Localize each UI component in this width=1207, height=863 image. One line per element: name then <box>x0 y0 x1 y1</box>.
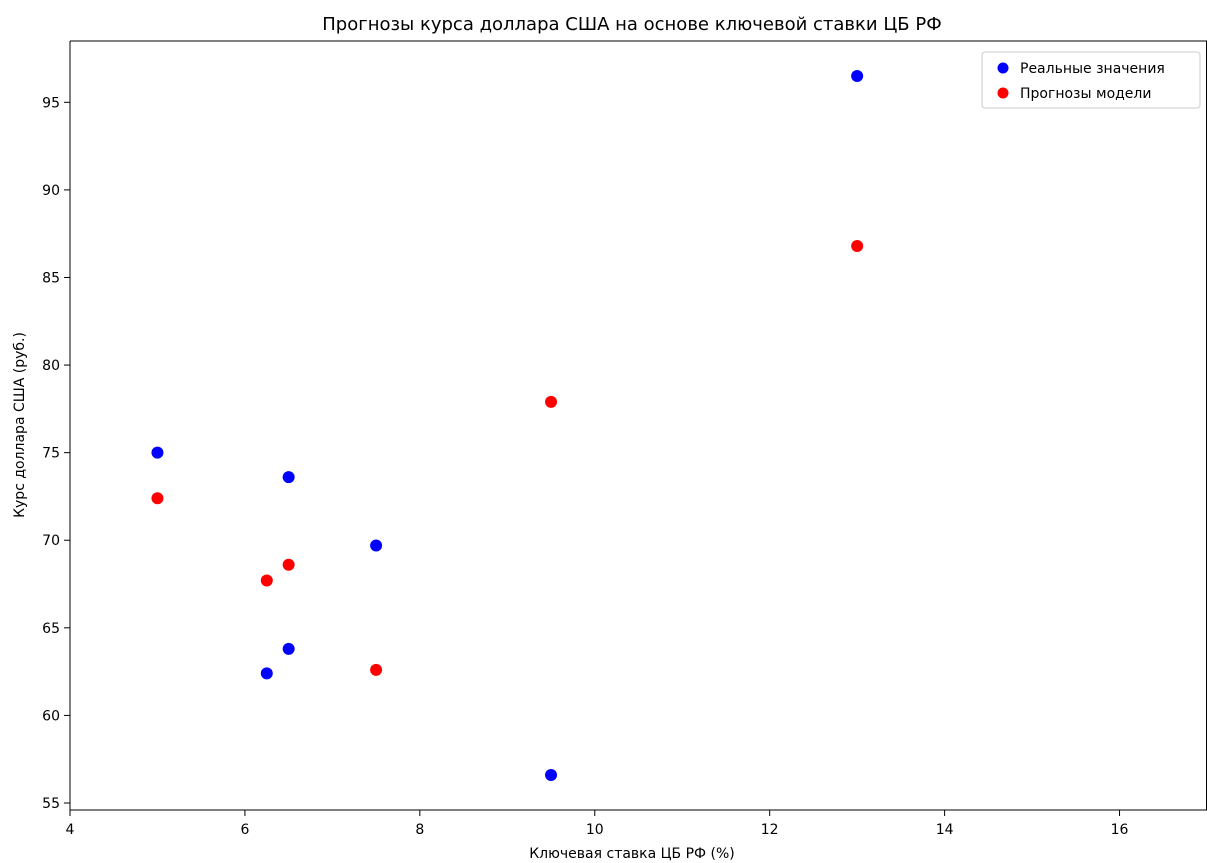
x-tick-label: 16 <box>1111 822 1129 838</box>
series-real-values <box>151 70 864 781</box>
y-tick-label: 80 <box>42 358 60 374</box>
y-tick-label: 65 <box>42 621 60 637</box>
series-model-predictions <box>151 239 864 676</box>
y-tick-label: 60 <box>42 708 60 724</box>
prediction-point <box>370 663 383 676</box>
real-value-point <box>545 768 558 781</box>
real-value-point <box>260 667 273 680</box>
y-tick-label: 85 <box>42 270 60 286</box>
y-axis-ticks: 55 60 65 70 75 80 85 90 95 <box>42 95 70 812</box>
y-tick-label: 75 <box>42 446 60 462</box>
legend-label-real: Реальные значения <box>1020 61 1165 77</box>
y-axis-label: Курс доллара США (руб.) <box>12 332 28 518</box>
legend-box <box>981 51 1201 109</box>
x-tick-label: 10 <box>586 822 604 838</box>
x-tick-label: 14 <box>936 822 954 838</box>
plot-frame <box>69 40 1207 811</box>
x-tick-label: 8 <box>415 822 424 838</box>
real-value-point <box>151 446 164 459</box>
x-tick-label: 4 <box>66 822 75 838</box>
x-tick-label: 12 <box>761 822 779 838</box>
legend-marker-real <box>997 62 1009 74</box>
x-axis-ticks: 4 6 8 10 12 14 16 <box>66 810 1129 838</box>
real-value-point <box>282 642 295 655</box>
real-value-point <box>851 70 864 83</box>
real-value-point <box>370 539 383 552</box>
y-tick-label: 90 <box>42 183 60 199</box>
chart-title: Прогнозы курса доллара США на основе клю… <box>322 14 941 35</box>
x-axis-label: Ключевая ставка ЦБ РФ (%) <box>529 846 735 862</box>
prediction-point <box>260 574 273 587</box>
legend-marker-predicted <box>997 87 1009 99</box>
y-tick-label: 55 <box>42 796 60 812</box>
legend: Реальные значения Прогнозы модели <box>981 51 1201 109</box>
y-tick-label: 70 <box>42 533 60 549</box>
legend-label-predicted: Прогнозы модели <box>1020 86 1151 102</box>
prediction-point <box>851 239 864 252</box>
prediction-point <box>282 558 295 571</box>
data-points <box>151 70 864 781</box>
prediction-point <box>545 395 558 408</box>
y-tick-label: 95 <box>42 95 60 111</box>
prediction-point <box>151 492 164 505</box>
x-tick-label: 6 <box>240 822 249 838</box>
real-value-point <box>282 471 295 484</box>
